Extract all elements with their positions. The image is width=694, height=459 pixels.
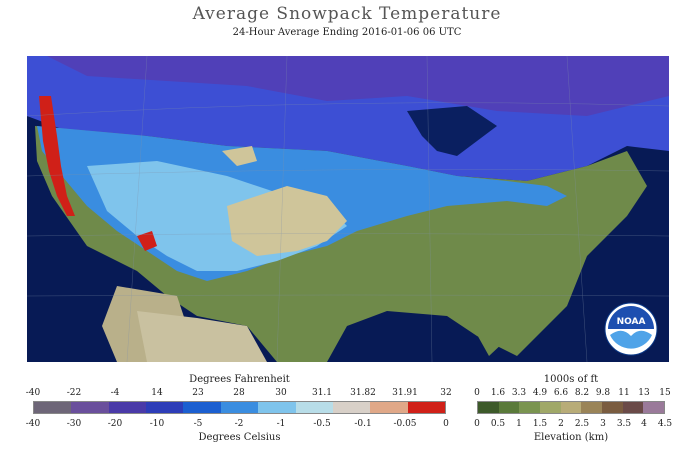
warm-snowpack-west-coast — [39, 96, 75, 216]
bare-plains-patch-north — [222, 146, 257, 166]
km-tick: 4 — [641, 419, 647, 429]
ft-tick: 1.6 — [490, 388, 506, 398]
ft-tick: 11 — [618, 388, 630, 398]
ft-tick: 9.8 — [595, 388, 611, 398]
elev-swatch — [540, 402, 561, 413]
c-tick: 0 — [443, 419, 449, 429]
elevation-legend: 1000s of ft 0 1.6 3.3 4.9 6.6 8.2 9.8 11… — [470, 374, 672, 454]
feet-ticks: 0 1.6 3.3 4.9 6.6 8.2 9.8 11 13 15 — [470, 388, 672, 400]
c-tick: -10 — [149, 419, 165, 429]
km-tick: 0.5 — [490, 419, 506, 429]
f-tick: 30 — [275, 388, 287, 398]
feet-legend-title: 1000s of ft — [543, 374, 599, 385]
temp-swatch — [71, 402, 109, 413]
ft-tick: 4.9 — [532, 388, 548, 398]
temp-swatch — [108, 402, 147, 413]
f-tick: 32 — [440, 388, 452, 398]
snowpack-map: NOAA — [27, 56, 669, 362]
ft-tick: 6.6 — [553, 388, 569, 398]
fahrenheit-ticks: -40 -22 -4 14 23 28 30 31.1 31.82 31.91 … — [25, 388, 452, 400]
f-tick: 28 — [233, 388, 245, 398]
f-tick: 31.1 — [311, 388, 333, 398]
elev-swatch — [643, 402, 665, 413]
map-graphic — [27, 56, 669, 362]
km-tick: 2 — [558, 419, 564, 429]
florida — [467, 304, 505, 356]
ft-tick: 8.2 — [574, 388, 590, 398]
temp-swatch — [220, 402, 259, 413]
f-tick: -22 — [66, 388, 82, 398]
elev-swatch — [498, 402, 520, 413]
ft-tick: 0 — [474, 388, 480, 398]
elev-swatch — [560, 402, 582, 413]
f-tick: 31.91 — [392, 388, 418, 398]
temp-swatch — [407, 402, 445, 413]
noaa-logo-icon: NOAA — [604, 302, 658, 356]
km-tick: 2.5 — [574, 419, 590, 429]
ft-tick: 3.3 — [511, 388, 527, 398]
f-tick: 31.82 — [350, 388, 376, 398]
c-tick: -30 — [66, 419, 82, 429]
temp-swatch — [332, 402, 371, 413]
c-tick: -0.5 — [313, 419, 331, 429]
celsius-ticks: -40 -30 -20 -10 -5 -2 -1 -0.5 -0.1 -0.05… — [25, 419, 452, 431]
c-tick: -20 — [107, 419, 123, 429]
great-lakes — [407, 106, 497, 156]
celsius-legend-title: Degrees Celsius — [198, 432, 281, 443]
elev-swatch — [622, 402, 644, 413]
c-tick: -5 — [193, 419, 203, 429]
f-tick: -4 — [110, 388, 120, 398]
c-tick: -0.1 — [354, 419, 372, 429]
noaa-logo-text: NOAA — [617, 317, 646, 327]
temp-swatch — [295, 402, 333, 413]
ft-tick: 15 — [659, 388, 671, 398]
elev-swatch — [581, 402, 603, 413]
canada-deep-cold-region — [47, 56, 669, 116]
c-tick: -0.05 — [393, 419, 417, 429]
temp-swatch — [146, 402, 184, 413]
elev-swatch — [478, 402, 499, 413]
f-tick: 23 — [192, 388, 204, 398]
km-tick: 3.5 — [616, 419, 632, 429]
km-tick: 1 — [516, 419, 522, 429]
mexico-region — [137, 311, 267, 362]
temp-swatch — [258, 402, 296, 413]
c-tick: -1 — [276, 419, 286, 429]
km-tick: 4.5 — [657, 419, 673, 429]
ft-tick: 13 — [638, 388, 650, 398]
temp-swatch — [183, 402, 221, 413]
elev-swatch — [519, 402, 541, 413]
elevation-color-bar — [477, 401, 665, 414]
c-tick: -2 — [234, 419, 244, 429]
km-tick: 0 — [474, 419, 480, 429]
page-subtitle: 24-Hour Average Ending 2016-01-06 06 UTC — [232, 27, 462, 38]
fahrenheit-legend-title: Degrees Fahrenheit — [189, 374, 290, 385]
temperature-legend: Degrees Fahrenheit -40 -22 -4 14 23 28 3… — [25, 374, 452, 454]
f-tick: 14 — [151, 388, 163, 398]
warm-snowpack-sierra — [137, 231, 157, 251]
temp-swatch — [34, 402, 72, 413]
km-ticks: 0 0.5 1 1.5 2 2.5 3 3.5 4 4.5 — [470, 419, 672, 431]
km-tick: 3 — [600, 419, 606, 429]
km-legend-title: Elevation (km) — [533, 432, 609, 443]
km-tick: 1.5 — [532, 419, 548, 429]
temperature-color-bar — [33, 401, 446, 414]
elev-swatch — [602, 402, 623, 413]
c-tick: -40 — [25, 419, 41, 429]
bare-plains-patch — [227, 186, 347, 256]
map-grid — [27, 56, 669, 362]
temp-swatch — [370, 402, 408, 413]
f-tick: -40 — [25, 388, 41, 398]
page-title: Average Snowpack Temperature — [192, 4, 502, 24]
